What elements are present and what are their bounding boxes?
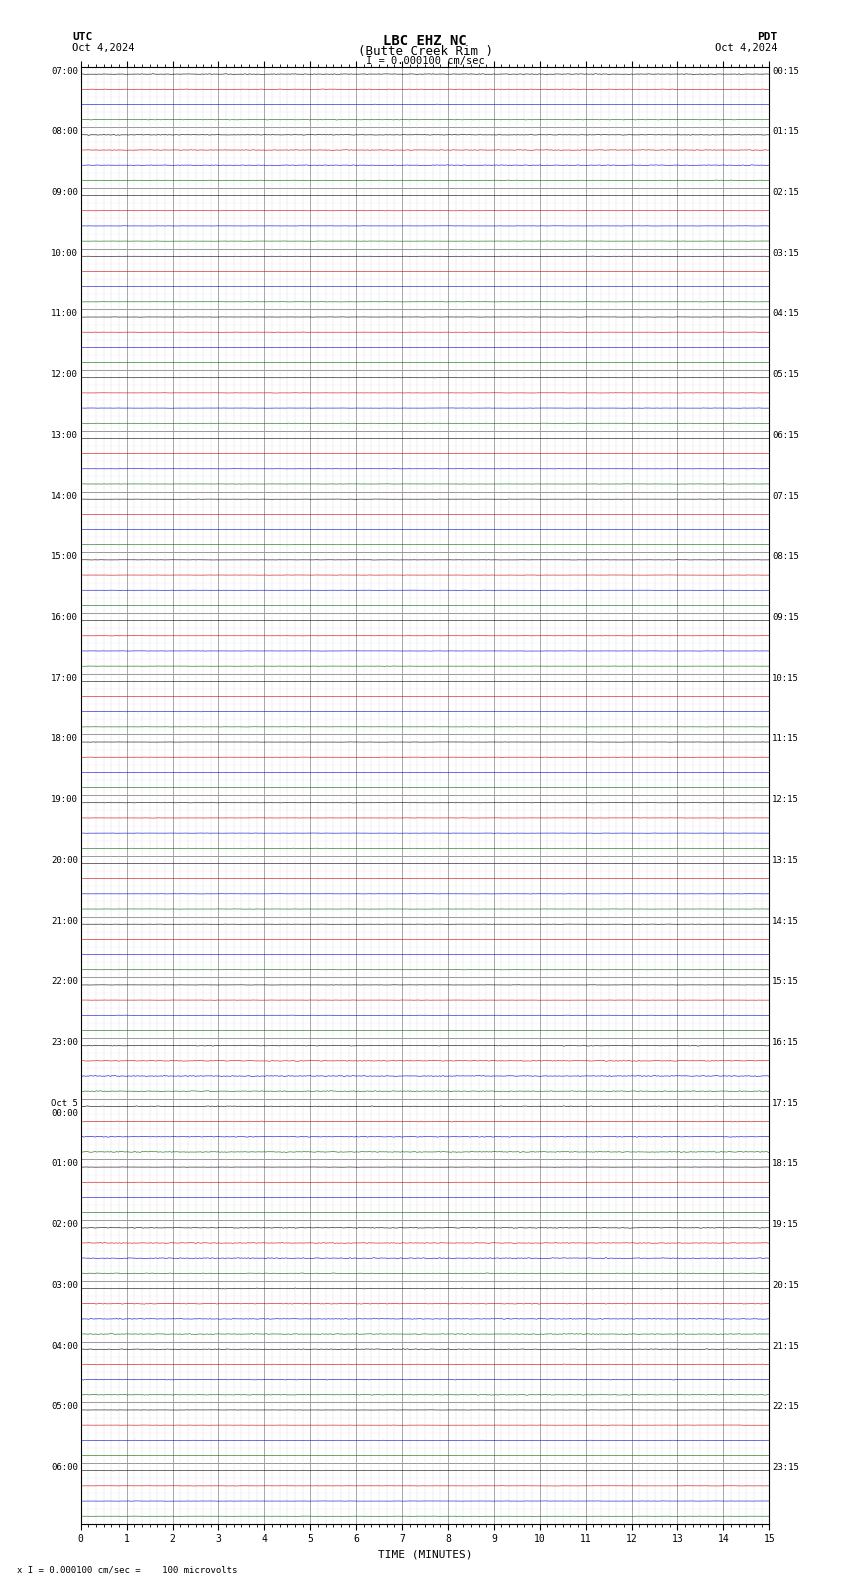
X-axis label: TIME (MINUTES): TIME (MINUTES) bbox=[377, 1549, 473, 1560]
Text: UTC: UTC bbox=[72, 32, 93, 43]
Text: Oct 4,2024: Oct 4,2024 bbox=[715, 43, 778, 52]
Text: LBC EHZ NC: LBC EHZ NC bbox=[383, 33, 467, 48]
Text: (Butte Creek Rim ): (Butte Creek Rim ) bbox=[358, 44, 492, 59]
Text: Oct 4,2024: Oct 4,2024 bbox=[72, 43, 135, 52]
Text: PDT: PDT bbox=[757, 32, 778, 43]
Text: x I = 0.000100 cm/sec =    100 microvolts: x I = 0.000100 cm/sec = 100 microvolts bbox=[17, 1565, 237, 1574]
Text: I = 0.000100 cm/sec: I = 0.000100 cm/sec bbox=[366, 55, 484, 67]
